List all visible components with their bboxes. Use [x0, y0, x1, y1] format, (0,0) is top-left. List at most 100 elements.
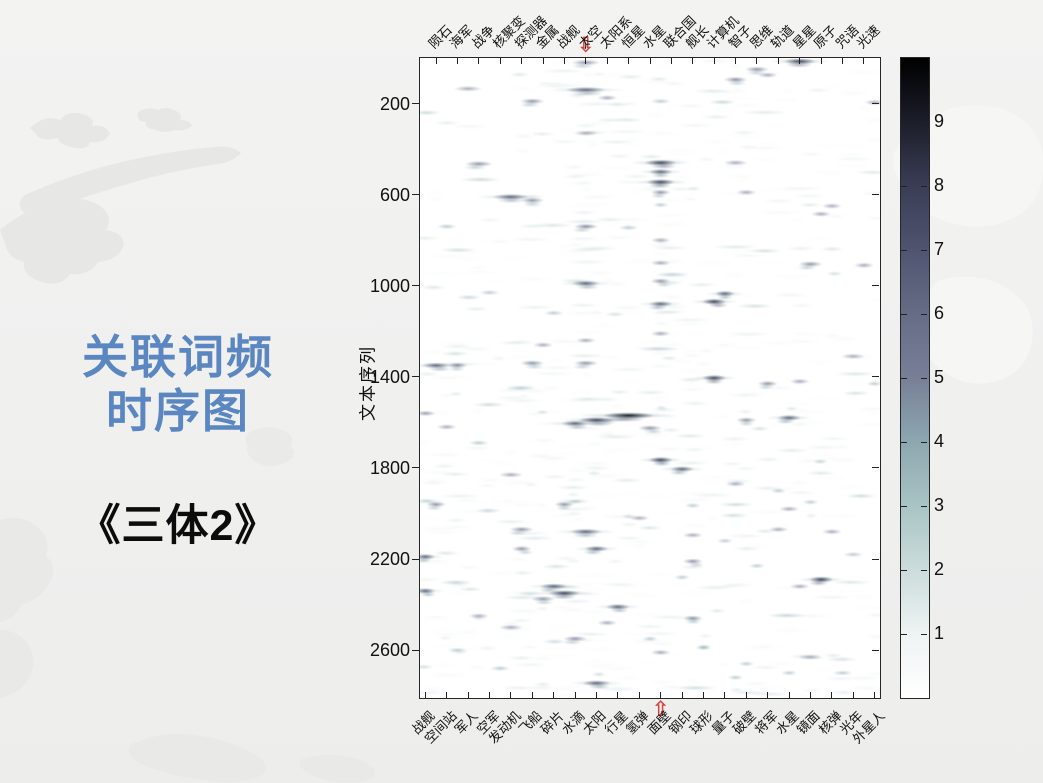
colorbar-tick-left — [901, 569, 907, 571]
x-tick-top — [777, 58, 779, 64]
colorbar-tick-label: 9 — [934, 111, 945, 131]
x-tick-bottom — [702, 692, 704, 698]
x-tick-top — [435, 58, 437, 64]
y-tick-right — [872, 558, 879, 560]
x-tick-top — [456, 58, 458, 64]
x-tick-bottom — [467, 692, 469, 698]
highlight-arrow-up-icon: ⇧ — [651, 698, 670, 721]
y-tick-right — [872, 376, 879, 378]
x-tick-bottom — [424, 692, 426, 698]
y-tick-right — [872, 649, 879, 651]
x-tick-top — [606, 58, 608, 64]
colorbar-tick-left — [901, 633, 907, 635]
x-tick-bottom — [446, 692, 448, 698]
colorbar-tick-left — [901, 185, 907, 187]
x-tick-top — [628, 58, 630, 64]
colorbar-tick-label: 8 — [934, 175, 945, 195]
x-tick-bottom — [510, 692, 512, 698]
x-tick-top — [585, 58, 587, 64]
y-tick-right — [872, 194, 879, 196]
book-title: 《三体2》 — [77, 501, 279, 550]
colorbar-tick-right — [921, 313, 927, 315]
x-tick-bottom — [724, 692, 726, 698]
y-tick-left — [412, 285, 419, 287]
y-tick-right — [872, 103, 879, 105]
slide-title-line2: 时序图 — [106, 385, 250, 438]
colorbar-tick-right — [921, 377, 927, 379]
colorbar-tick-label: 7 — [934, 239, 945, 259]
y-tick-label: 2600 — [369, 640, 410, 661]
x-tick-top — [499, 58, 501, 64]
colorbar-tick-right — [921, 185, 927, 187]
colorbar-tick-left — [901, 249, 907, 251]
colorbar-tick-left — [901, 121, 907, 123]
x-tick-bottom — [553, 692, 555, 698]
x-tick-top — [735, 58, 737, 64]
y-tick-left — [412, 103, 419, 105]
x-tick-top — [713, 58, 715, 64]
highlight-arrow-down-icon: ⇩ — [577, 34, 595, 57]
x-tick-top — [563, 58, 565, 64]
colorbar-tick-label: 4 — [934, 431, 945, 451]
y-tick-label: 1000 — [369, 275, 410, 296]
title-block: 关联词频 时序图 《三体2》 — [28, 330, 328, 553]
x-tick-bottom — [660, 692, 662, 698]
y-tick-label: 2200 — [369, 549, 410, 570]
x-tick-top — [756, 58, 758, 64]
x-tick-top — [478, 58, 480, 64]
colorbar-tick-right — [921, 441, 927, 443]
colorbar-tick-right — [921, 505, 927, 507]
colorbar-tick-label: 5 — [934, 367, 945, 387]
x-tick-top — [542, 58, 544, 64]
colorbar-tick-right — [921, 249, 927, 251]
x-tick-bottom — [788, 692, 790, 698]
x-tick-bottom — [681, 692, 683, 698]
y-tick-left — [412, 558, 419, 560]
slide-title-line1: 关联词频 — [82, 331, 274, 383]
y-tick-right — [872, 285, 879, 287]
colorbar-tick-left — [901, 505, 907, 507]
x-tick-bottom — [745, 692, 747, 698]
x-tick-bottom — [638, 692, 640, 698]
y-tick-label: 1400 — [369, 366, 410, 387]
colorbar-tick-left — [901, 441, 907, 443]
x-tick-bottom — [489, 692, 491, 698]
x-tick-bottom — [596, 692, 597, 698]
y-tick-label: 200 — [379, 93, 410, 114]
colorbar-tick-left — [901, 313, 907, 315]
plot-area — [419, 57, 881, 699]
slide-title: 关联词频 时序图 — [28, 330, 328, 439]
colorbar-tick-label: 1 — [934, 623, 945, 643]
x-tick-bottom — [574, 692, 576, 698]
colorbar-tick-label: 3 — [934, 495, 945, 515]
y-tick-label: 1800 — [369, 457, 410, 478]
x-tick-top — [863, 58, 865, 64]
x-tick-top — [799, 58, 801, 64]
y-tick-label: 600 — [379, 184, 410, 205]
x-tick-top — [820, 58, 822, 64]
colorbar-tick-right — [921, 569, 927, 571]
x-tick-top — [842, 58, 844, 64]
x-tick-bottom — [852, 692, 854, 698]
colorbar-tick-right — [921, 121, 927, 123]
colorbar-tick-right — [921, 633, 927, 635]
heatmap-canvas — [420, 58, 880, 698]
colorbar-tick-label: 2 — [934, 559, 945, 579]
x-tick-bottom — [617, 692, 619, 698]
y-tick-left — [412, 467, 419, 469]
x-tick-top — [670, 58, 672, 64]
colorbar-tick-label: 6 — [934, 303, 945, 323]
x-tick-top — [521, 58, 523, 64]
y-tick-left — [412, 376, 419, 378]
y-tick-right — [872, 467, 879, 469]
x-tick-top — [692, 58, 694, 64]
colorbar-tick-left — [901, 377, 907, 379]
y-tick-left — [412, 194, 419, 196]
x-tick-top — [649, 58, 651, 64]
x-tick-bottom — [831, 692, 833, 698]
x-tick-bottom — [767, 692, 769, 698]
x-tick-bottom — [531, 692, 533, 698]
y-tick-left — [412, 649, 419, 651]
